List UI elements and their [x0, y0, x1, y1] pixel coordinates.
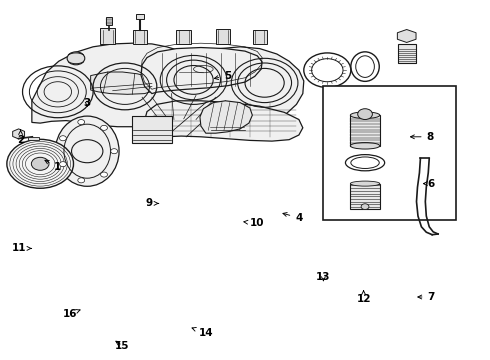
Text: 4: 4 [283, 212, 303, 223]
Bar [136, 14, 144, 19]
Bar [133, 30, 147, 44]
Ellipse shape [350, 181, 380, 186]
Polygon shape [200, 101, 252, 133]
Ellipse shape [55, 116, 119, 186]
Bar [350, 184, 380, 209]
Polygon shape [141, 48, 262, 94]
Ellipse shape [350, 112, 380, 118]
Text: 8: 8 [411, 132, 434, 142]
Circle shape [100, 172, 107, 177]
Polygon shape [32, 43, 304, 127]
Circle shape [78, 178, 85, 183]
Bar [132, 116, 172, 143]
Circle shape [31, 157, 49, 170]
Text: 7: 7 [418, 292, 435, 302]
Text: 2: 2 [17, 130, 24, 145]
Bar [323, 86, 456, 220]
Text: 5: 5 [215, 71, 231, 81]
Text: 12: 12 [356, 291, 371, 304]
Polygon shape [145, 101, 303, 141]
Bar [28, 137, 39, 140]
Text: 1: 1 [45, 160, 61, 172]
Text: 9: 9 [146, 198, 159, 208]
Polygon shape [13, 129, 24, 139]
Text: 3: 3 [84, 98, 91, 108]
Circle shape [67, 52, 85, 65]
Text: 11: 11 [11, 243, 31, 253]
Circle shape [361, 204, 369, 210]
Polygon shape [397, 30, 416, 42]
Circle shape [59, 162, 66, 167]
Circle shape [7, 139, 73, 188]
Circle shape [111, 149, 118, 154]
Bar [106, 17, 112, 25]
Text: 15: 15 [115, 341, 130, 351]
Text: 6: 6 [423, 179, 435, 189]
Polygon shape [91, 72, 157, 94]
Circle shape [78, 120, 85, 125]
Ellipse shape [350, 143, 380, 149]
Circle shape [358, 109, 372, 120]
Text: 10: 10 [244, 218, 265, 228]
Text: 14: 14 [192, 328, 213, 338]
Circle shape [100, 125, 107, 130]
Bar [398, 44, 416, 63]
Bar [350, 115, 380, 146]
Bar [216, 29, 230, 44]
Bar [253, 30, 267, 44]
Circle shape [59, 136, 66, 141]
Text: 13: 13 [316, 272, 331, 282]
Bar [176, 30, 191, 44]
Bar [100, 28, 115, 44]
Text: 16: 16 [62, 309, 80, 319]
